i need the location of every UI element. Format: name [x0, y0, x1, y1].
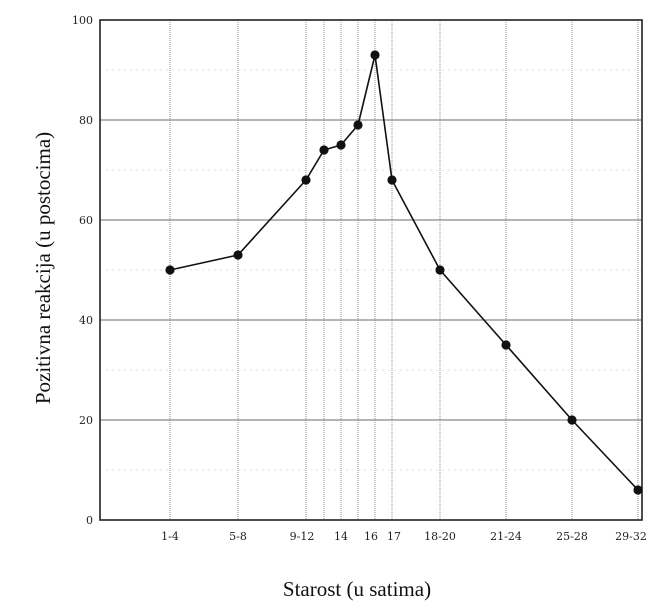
x-axis-label: Starost (u satima)	[283, 577, 431, 601]
x-tick-label: 14	[334, 530, 348, 543]
x-tick-label: 18-20	[424, 530, 456, 543]
data-point	[633, 485, 643, 495]
data-point	[435, 265, 445, 275]
data-point	[370, 50, 380, 60]
grid	[100, 20, 642, 520]
x-tick-label: 21-24	[490, 530, 522, 543]
x-tick-label: 17	[387, 530, 401, 543]
y-tick-label: 40	[79, 314, 93, 327]
data-point	[567, 415, 577, 425]
x-tick-label: 16	[364, 530, 378, 543]
y-tick-label: 100	[72, 14, 93, 27]
x-axis: 1-4 5-8 9-12 14 16 17 18-20 21-24 25-28 29-32	[161, 530, 647, 543]
y-axis-label: Pozitivna reakcija (u postocima)	[31, 132, 55, 404]
data-point	[353, 120, 363, 130]
series-line	[165, 50, 643, 495]
y-tick-label: 20	[79, 414, 93, 427]
y-tick-label: 80	[79, 114, 93, 127]
data-point	[387, 175, 397, 185]
x-tick-label: 1-4	[161, 530, 179, 543]
x-tick-label: 9-12	[290, 530, 315, 543]
data-point	[336, 140, 346, 150]
data-point	[301, 175, 311, 185]
y-tick-label: 60	[79, 214, 93, 227]
series-path	[169, 54, 639, 491]
x-tick-label: 5-8	[229, 530, 247, 543]
data-point	[319, 145, 329, 155]
plot-frame	[99, 19, 643, 521]
y-axis: 0 20 40 60 80 100	[72, 14, 93, 527]
data-point	[233, 250, 243, 260]
y-tick-label: 0	[86, 514, 93, 527]
data-point	[501, 340, 511, 350]
x-tick-label: 29-32	[615, 530, 647, 543]
x-tick-label: 25-28	[556, 530, 588, 543]
data-point	[165, 265, 175, 275]
